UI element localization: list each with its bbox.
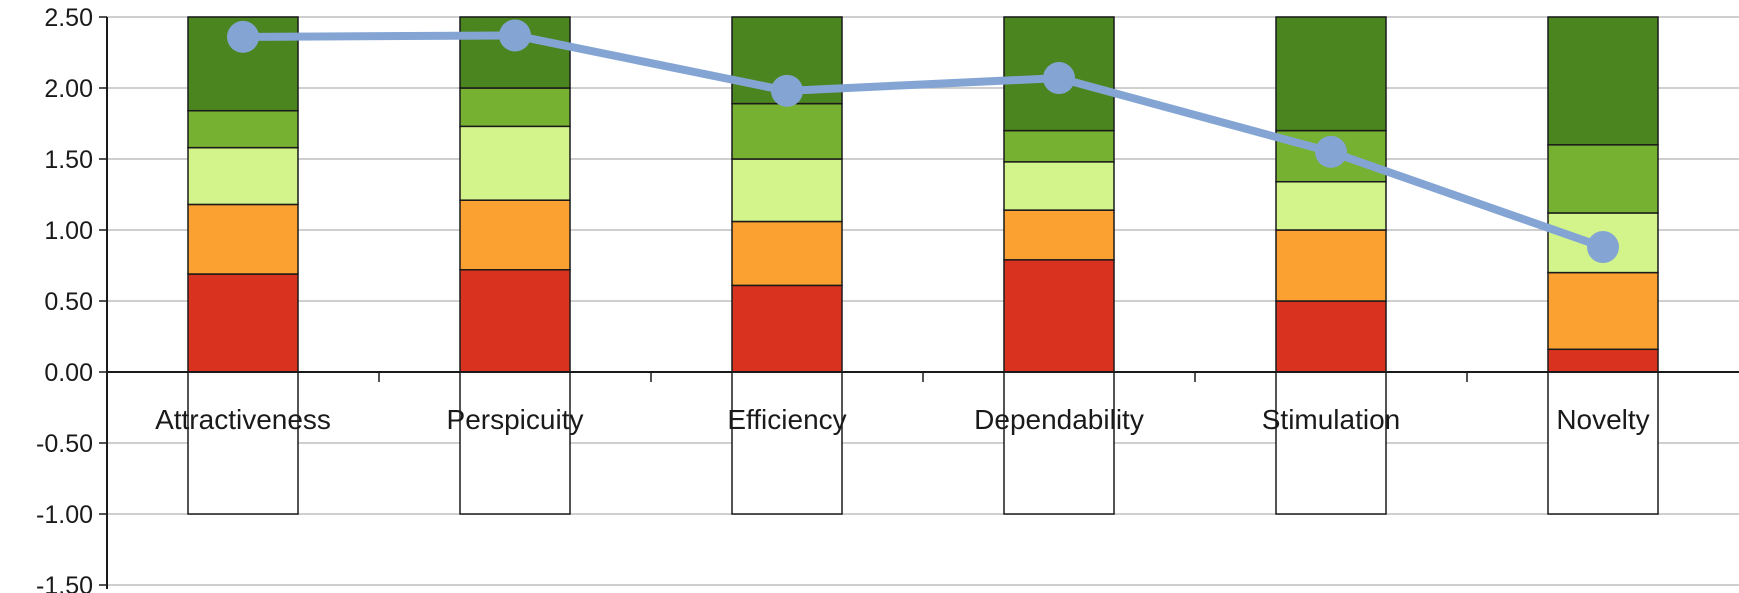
bar-segment-good (1003, 129, 1115, 163)
bar-segment-lower-range (1547, 371, 1659, 515)
bar-segment-good (187, 109, 299, 149)
mean-point (1587, 231, 1619, 264)
mean-line (239, 31, 1607, 252)
category-labels: Attractiveness Perspicuity Efficiency Depen… (155, 404, 1650, 435)
bar-segment-lower-range (731, 371, 843, 515)
y-tick-label: 1.50 (44, 146, 93, 174)
y-tick-label: -1.50 (36, 572, 93, 593)
y-tick-label: 0.50 (44, 288, 93, 316)
bar-segment-above-average (187, 146, 299, 206)
category-label: Attractiveness (155, 404, 331, 435)
bar-segment-bad (1003, 259, 1115, 373)
bar-segment-bad (187, 273, 299, 373)
bar-segment-below-average (459, 199, 571, 271)
mean-point (499, 19, 531, 52)
bar-segment-excellent (1547, 16, 1659, 146)
bar-segment-excellent (1275, 16, 1387, 132)
mean-point (771, 74, 803, 107)
bar-segment-bad (1547, 348, 1659, 373)
category-label: Dependability (974, 404, 1144, 435)
mean-point (227, 20, 259, 53)
mean-line-series (227, 19, 1619, 264)
bar-segment-lower-range (1275, 371, 1387, 515)
y-tick-label: -1.00 (36, 501, 93, 529)
mean-point (1043, 62, 1075, 95)
bar-segment-below-average (731, 220, 843, 287)
bar-segment-lower-range (1003, 371, 1115, 515)
bar-segment-below-average (187, 203, 299, 275)
stacked-bars (187, 16, 1659, 515)
bar-segment-good (459, 87, 571, 128)
bar-segment-above-average (1275, 180, 1387, 231)
bar-segment-bad (1275, 300, 1387, 373)
mean-point (1315, 135, 1347, 168)
bar-segment-bad (459, 269, 571, 373)
y-tick-label: -0.50 (36, 430, 93, 458)
bar-segment-lower-range (459, 371, 571, 515)
axes (106, 17, 1739, 589)
bar-segment-above-average (1003, 161, 1115, 211)
category-label: Efficiency (727, 404, 846, 435)
bar-segment-above-average (459, 125, 571, 201)
bar-segment-bad (731, 284, 843, 373)
bar-segment-lower-range (187, 371, 299, 515)
y-tick-label: 2.00 (44, 75, 93, 103)
category-label: Novelty (1556, 404, 1649, 435)
y-tick-label: 1.00 (44, 217, 93, 245)
y-tick-label: 0.00 (44, 359, 93, 387)
bar-segment-below-average (1547, 271, 1659, 351)
bar-segment-above-average (731, 158, 843, 223)
y-tick-label: 2.50 (44, 4, 93, 32)
bar-segment-below-average (1003, 209, 1115, 261)
category-label: Perspicuity (447, 404, 584, 435)
bar-segment-good (1547, 144, 1659, 214)
y-axis-ticks: 2.50 2.00 1.50 1.00 0.50 0.00 -0.50 -1.00 -1.50 (36, 4, 107, 593)
gridlines (107, 16, 1739, 586)
bar-segment-good (731, 102, 843, 160)
bar-segment-below-average (1275, 229, 1387, 302)
category-label: Stimulation (1262, 404, 1401, 435)
